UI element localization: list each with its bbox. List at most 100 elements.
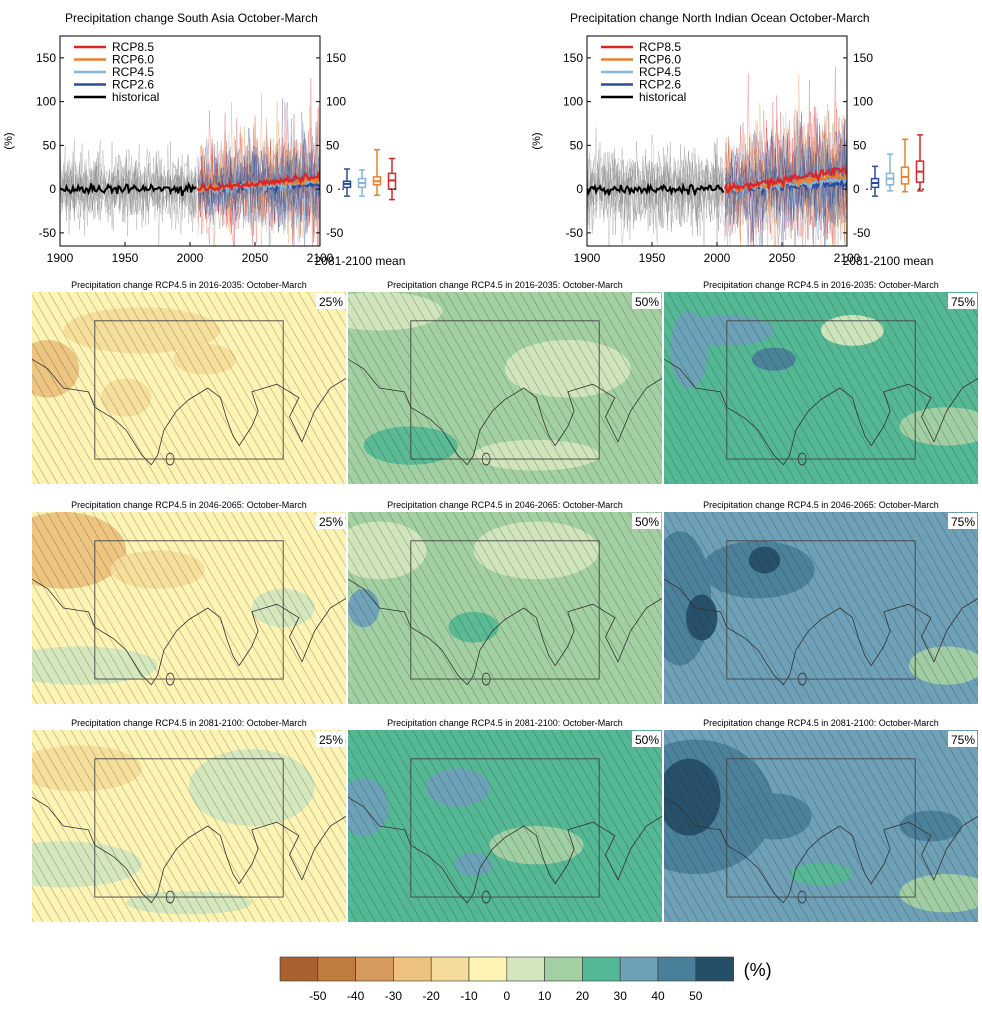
y-tick-label: -50 [39, 226, 57, 240]
x-tick-label: 2000 [704, 251, 731, 265]
percentile-badge-bg [316, 731, 345, 747]
region-box [410, 320, 600, 460]
historical-member-line [587, 141, 724, 246]
region-box [726, 540, 916, 680]
x-tick-label: 1900 [574, 251, 601, 265]
boxplot [387, 157, 397, 201]
boxplot [915, 134, 925, 192]
map-field [32, 730, 346, 922]
scenario-member-line [197, 132, 320, 234]
coastline [32, 796, 346, 904]
map-hatching [32, 292, 346, 484]
boxplot [357, 169, 367, 197]
y-tick-label-right: -50 [326, 226, 344, 240]
map-panel: Precipitation change RCP4.5 in 2046-2065… [32, 500, 346, 704]
coastline [664, 796, 978, 904]
boxplot [885, 153, 895, 192]
region-box [410, 540, 600, 680]
boxplot-label: 2081-2100 mean [843, 254, 934, 268]
legend-entry: RCP6.0 [112, 53, 154, 67]
colorbar-swatch [317, 956, 356, 982]
colorbar-tick-label: 50 [689, 989, 703, 1003]
map-hatching [664, 292, 978, 484]
y-tick-label: 150 [36, 51, 56, 65]
map-panel-title: Precipitation change RCP4.5 in 2016-2035… [387, 280, 623, 290]
map-field [664, 512, 978, 704]
y-tick-label-right: 150 [853, 51, 873, 65]
boxplot [342, 168, 352, 197]
legend-entry: historical [639, 90, 686, 104]
colorbar-tick-label: 20 [576, 989, 590, 1003]
colorbar-swatch [695, 956, 734, 982]
percentile-badge: 75% [948, 731, 977, 747]
scenario-member-line [197, 101, 320, 242]
y-tick-label-right: 50 [853, 138, 867, 152]
scenario-member-line [724, 101, 847, 246]
colorbar-swatch [619, 956, 659, 982]
scenario-member-line [197, 93, 320, 239]
map-panel: Precipitation change RCP4.5 in 2081-2100… [664, 718, 978, 922]
y-tick-label-right: 100 [853, 95, 873, 109]
map-hatching [664, 730, 978, 922]
percentile-badge-bg [948, 513, 977, 529]
scenario-member-line [724, 123, 847, 246]
region-box [94, 320, 284, 460]
colorbar-swatch [544, 956, 583, 982]
map-panel-title: Precipitation change RCP4.5 in 2081-2100… [387, 718, 623, 728]
scenario-member-line [197, 122, 320, 246]
colorbar-swatch [279, 956, 319, 982]
colorbar-swatch [393, 956, 432, 982]
percentile-badge: 50% [632, 513, 661, 529]
map-field [664, 730, 978, 922]
percentile-label: 50% [635, 295, 659, 309]
percentile-label: 25% [319, 515, 343, 529]
percentile-badge-bg [316, 513, 345, 529]
coastline [348, 578, 662, 686]
y-tick-label: 0 [576, 182, 583, 196]
scenario-mean-line [197, 170, 320, 192]
scenario-member-line [197, 126, 320, 246]
colorbar-tick-label: 10 [538, 989, 552, 1003]
percentile-badge: 50% [632, 293, 661, 309]
map-hatching [348, 292, 662, 484]
percentile-badge-bg [632, 731, 661, 747]
plot-area [587, 66, 847, 246]
colorbar: -50 -40 -30 -20 -10 0 10 20 30 40 50 (%) [279, 956, 772, 1003]
percentile-badge-bg [632, 513, 661, 529]
coastline [348, 796, 662, 904]
y-tick-label-right: 50 [326, 138, 340, 152]
map-hatching [32, 730, 346, 922]
boxplot [900, 138, 910, 193]
colorbar-swatch [582, 956, 621, 982]
percentile-badge: 25% [316, 731, 345, 747]
scenario-member-line [724, 108, 847, 246]
scenario-member-line [724, 110, 847, 246]
map-panel: Precipitation change RCP4.5 in 2046-2065… [348, 500, 662, 704]
x-tick-label: 2100 [307, 251, 334, 265]
y-tick-label-right: -50 [853, 226, 871, 240]
y-tick-label: 0 [49, 182, 56, 196]
percentile-badge-bg [316, 293, 345, 309]
colorbar-tick-label: -30 [385, 989, 403, 1003]
map-panel: Precipitation change RCP4.5 in 2081-2100… [348, 718, 662, 922]
y-tick-label-right: 100 [326, 95, 346, 109]
y-tick-label: 150 [563, 51, 583, 65]
percentile-badge: 50% [632, 731, 661, 747]
percentile-label: 75% [951, 515, 975, 529]
percentile-badge-bg [948, 731, 977, 747]
map-panel: Precipitation change RCP4.5 in 2016-2035… [348, 280, 662, 484]
boxplot [372, 149, 382, 196]
coastline [32, 578, 346, 686]
percentile-badge: 25% [316, 513, 345, 529]
map-panel: Precipitation change RCP4.5 in 2016-2035… [664, 280, 978, 484]
coastline [664, 578, 978, 686]
map-hatching [664, 512, 978, 704]
x-tick-label: 1950 [639, 251, 666, 265]
x-tick-label: 2050 [769, 251, 796, 265]
colorbar-tick-label: 30 [614, 989, 628, 1003]
region-box [94, 758, 284, 898]
legend-entry: RCP2.6 [639, 78, 681, 92]
region-box [726, 758, 916, 898]
legend-entry: historical [112, 90, 159, 104]
